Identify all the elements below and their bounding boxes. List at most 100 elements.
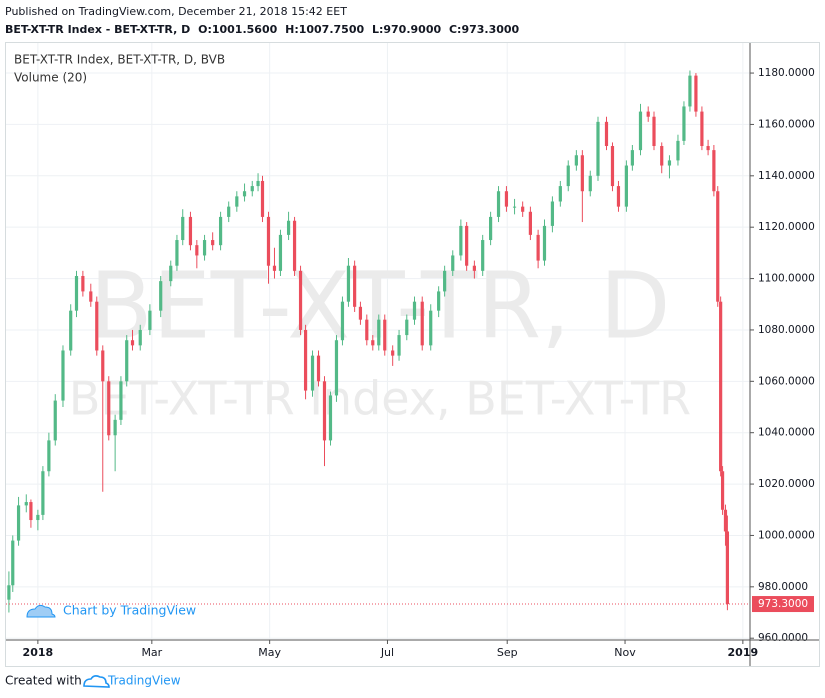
candle-body xyxy=(588,175,592,192)
candle-body xyxy=(397,335,401,356)
x-tick-label: May xyxy=(258,646,281,659)
x-tick-label: 2019 xyxy=(728,646,759,659)
candle-body xyxy=(610,146,615,187)
footer-logo xyxy=(83,675,110,688)
candle-body xyxy=(682,106,686,141)
candle-body xyxy=(227,206,231,217)
candle-body xyxy=(286,220,291,235)
candle-body xyxy=(74,275,79,311)
candle-body xyxy=(489,216,493,241)
candle-body xyxy=(638,111,643,151)
published-line: Published on TradingView.com, December 2… xyxy=(5,5,347,18)
ohlc-close: C:973.3000 xyxy=(449,23,520,36)
candle-body xyxy=(242,191,247,197)
candle-body xyxy=(723,509,728,532)
candle-body xyxy=(676,140,680,161)
candle-body xyxy=(24,502,28,506)
candle-body xyxy=(550,201,555,226)
y-tick-label: 1160.0000 xyxy=(758,118,815,130)
candle-body xyxy=(688,75,692,107)
candle-body xyxy=(528,211,532,235)
x-tick-label: 2018 xyxy=(23,646,54,659)
candle-body xyxy=(377,319,381,346)
candle-body xyxy=(558,186,562,202)
candle-body xyxy=(459,225,463,256)
candle-body xyxy=(496,191,501,217)
candle-body xyxy=(169,265,173,282)
y-tick-label: 1040.0000 xyxy=(758,427,815,439)
candle-body xyxy=(420,301,424,346)
candle-body xyxy=(700,111,704,147)
candle-body xyxy=(512,206,517,208)
candle-body xyxy=(358,306,363,320)
y-tick-label: 1100.0000 xyxy=(758,273,815,285)
candle-body xyxy=(719,301,723,472)
branding-icon xyxy=(26,604,56,618)
candle-body xyxy=(29,502,33,521)
candle-body xyxy=(346,265,351,302)
candle-body xyxy=(130,340,135,346)
candle-body xyxy=(371,340,375,346)
candle-body xyxy=(272,265,277,271)
candle-body xyxy=(334,340,339,396)
candle-body xyxy=(365,319,369,341)
candle-body xyxy=(218,216,223,246)
candle-body xyxy=(604,121,609,147)
candle-body xyxy=(340,301,345,341)
candle-body xyxy=(706,146,710,151)
symbol: BET-XT-TR Index - BET-XT-TR, D xyxy=(5,23,190,36)
y-tick-label: 1020.0000 xyxy=(758,478,815,490)
candle-body xyxy=(260,180,265,217)
candle-body xyxy=(720,471,725,510)
y-tick-label: 1120.0000 xyxy=(758,221,815,233)
watermark: BET-XT-TR Index, BET-XT-TR xyxy=(69,372,691,426)
candle-body xyxy=(81,275,85,292)
candle-body xyxy=(175,240,179,266)
candle-body xyxy=(310,355,315,391)
created-with: Created with xyxy=(5,674,82,688)
x-tick-label: Nov xyxy=(614,646,636,659)
candle-body xyxy=(298,270,303,330)
candle-body xyxy=(7,585,11,600)
candle-body xyxy=(465,225,469,266)
candle-body xyxy=(107,381,111,436)
candle-body xyxy=(405,319,409,336)
candle-body xyxy=(536,234,540,261)
y-tick-label: 1180.0000 xyxy=(758,67,815,79)
last-price-tag xyxy=(752,596,814,613)
candle-body xyxy=(16,505,21,541)
candle-body xyxy=(266,216,271,266)
candle-body xyxy=(383,319,387,351)
y-tick-label: 980.0000 xyxy=(758,581,808,593)
ohlc-low: L:970.9000 xyxy=(372,23,442,36)
candle-body xyxy=(316,355,321,382)
candle-body xyxy=(47,440,51,472)
candle-body xyxy=(11,540,15,586)
candle-body xyxy=(624,165,628,207)
candle-body xyxy=(250,186,254,192)
ohlc-high: H:1007.7500 xyxy=(285,23,364,36)
candle-body xyxy=(580,155,584,192)
y-tick-label: 1140.0000 xyxy=(758,170,815,182)
x-tick-label: Mar xyxy=(141,646,162,659)
candle-body xyxy=(566,165,570,187)
y-tick-label: 1080.0000 xyxy=(758,324,815,336)
candle-body xyxy=(443,270,447,292)
y-tick-label: 960.0000 xyxy=(758,632,808,644)
candle-body xyxy=(138,329,142,346)
legend-item: Volume (20) xyxy=(14,71,87,85)
candle-body xyxy=(36,514,40,521)
candle-body xyxy=(95,301,99,351)
candle-body xyxy=(652,116,656,147)
candle-body xyxy=(616,186,621,207)
symbol-line: BET-XT-TR Index - BET-XT-TR, D O:1001.56… xyxy=(5,23,520,36)
candle-body xyxy=(159,281,163,311)
candle-body xyxy=(481,240,485,271)
candle-body xyxy=(429,310,433,346)
branding-text: Chart by TradingView xyxy=(63,603,196,618)
candle-body xyxy=(412,301,417,320)
candle-body xyxy=(574,155,578,166)
legend-item: BET-XT-TR Index, BET-XT-TR, D, BVB xyxy=(14,53,225,67)
candle-body xyxy=(101,350,105,382)
